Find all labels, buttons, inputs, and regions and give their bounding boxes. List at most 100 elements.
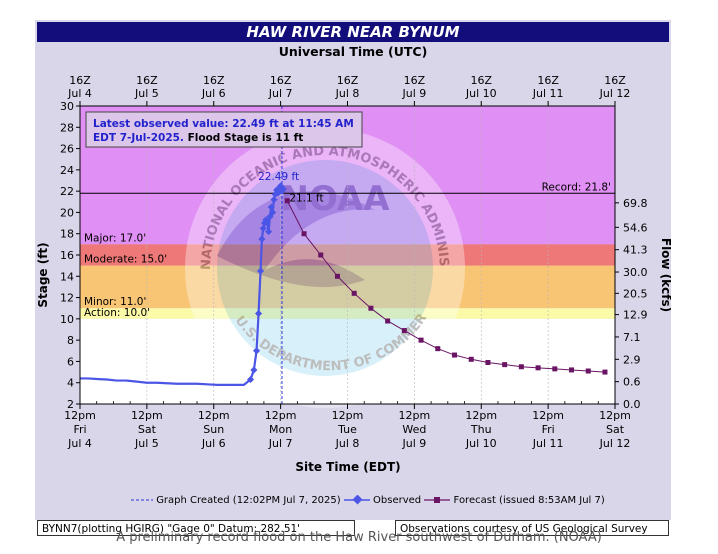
flow-tick-label: 2.9 — [623, 353, 641, 366]
forecast-point — [518, 364, 524, 370]
band-label-major: Major: 17.0' — [84, 232, 146, 244]
footer-datum: BYNN7(plotting HGIRG) "Gage 0" Datum: 28… — [37, 520, 355, 536]
y-tick-label: 4 — [67, 377, 74, 390]
observed-point — [279, 185, 287, 193]
observed-point — [259, 224, 267, 232]
band-action — [80, 308, 615, 319]
x-tick-weekday: Sat — [138, 423, 157, 436]
observed-point — [270, 196, 278, 204]
x-tick-weekday: Sun — [203, 423, 224, 436]
y-tick-label: 10 — [60, 313, 74, 326]
info-box-date: EDT 7-Jul-2025. — [93, 132, 184, 144]
y-tick-label: 12 — [60, 292, 74, 305]
y-axis-title: Stage (ft) — [36, 242, 50, 307]
forecast-point — [435, 346, 441, 352]
forecast-point — [318, 252, 324, 258]
data-series — [80, 182, 608, 386]
forecast-point — [284, 198, 290, 204]
x-tick-date: Jul 5 — [134, 437, 159, 450]
top-axis-title: Universal Time (UTC) — [279, 44, 428, 59]
top-tick-utc: 16Z — [604, 74, 626, 87]
observed-point — [269, 208, 277, 216]
top-tick-utc: 16Z — [404, 74, 426, 87]
record-label: Record: 21.8' — [542, 181, 611, 193]
observed-point — [253, 347, 261, 355]
x-tick-date: Jul 4 — [67, 437, 92, 450]
caption: A preliminary record flood on the Haw Ri… — [116, 530, 602, 545]
band-normal — [80, 318, 615, 404]
x-axis-title: Site Time (EDT) — [295, 460, 400, 474]
x-tick-date: Jul 11 — [532, 437, 564, 450]
x-tick-date: Jul 10 — [465, 437, 497, 450]
forecast-point — [585, 368, 591, 374]
band-label-action: Action: 10.0' — [84, 307, 150, 319]
y-tick-label: 22 — [60, 185, 74, 198]
forecast-point — [385, 318, 391, 324]
flow-tick-label: 7.1 — [623, 331, 641, 344]
forecast-point — [552, 366, 558, 372]
observed-swatch — [343, 494, 370, 505]
top-tick-date: Jul 5 — [134, 87, 159, 100]
y-tick-label: 14 — [60, 270, 74, 283]
observed-point — [257, 267, 265, 275]
forecast-point — [418, 337, 424, 343]
x-tick-weekday: Mon — [269, 423, 292, 436]
info-box-line2: EDT 7-Jul-2025. Flood Stage is 11 ft — [93, 132, 303, 144]
y-tick-label: 2 — [67, 398, 74, 411]
x-tick-weekday: Wed — [402, 423, 426, 436]
x-tick-time: 12pm — [532, 409, 564, 422]
watermark-bird — [217, 191, 375, 288]
top-tick-date: Jul 12 — [599, 87, 631, 100]
top-tick-date: Jul 8 — [335, 87, 360, 100]
y-tick-label: 24 — [60, 164, 74, 177]
forecast-point — [368, 305, 374, 311]
info-box-frame — [85, 111, 363, 148]
forecast-peak-label: 21.1 ft — [289, 193, 323, 205]
observed-point — [258, 235, 266, 243]
chart-panel: HAW RIVER NEAR BYNUM Universal Time (UTC… — [35, 20, 671, 536]
forecast-point — [569, 367, 575, 373]
top-tick-date: Jul 11 — [532, 87, 564, 100]
y-tick-label: 16 — [60, 249, 74, 262]
x-tick-weekday: Thu — [470, 423, 492, 436]
x-tick-time: 12pm — [265, 409, 297, 422]
top-tick-date: Jul 7 — [268, 87, 293, 100]
observed-point — [255, 310, 263, 318]
forecast-point — [334, 273, 340, 279]
hydrograph-chart: HAW RIVER NEAR BYNUM Universal Time (UTC… — [35, 20, 671, 474]
top-tick-utc: 16Z — [337, 74, 359, 87]
top-tick-utc: 16Z — [136, 74, 158, 87]
x-tick-date: Jul 6 — [201, 437, 226, 450]
legend-forecast: Forecast (issued 8:53AM Jul 7) — [453, 495, 605, 506]
forecast-point — [452, 352, 457, 358]
forecast-point — [401, 328, 407, 334]
y-tick-label: 28 — [60, 121, 74, 134]
x-tick-time: 12pm — [64, 409, 96, 422]
info-box-flood-stage: Flood Stage is 11 ft — [184, 132, 303, 144]
observed-point — [250, 366, 258, 374]
y-tick-label: 6 — [67, 355, 74, 368]
title-bar — [37, 22, 669, 42]
flow-tick-label: 12.9 — [623, 309, 648, 322]
top-tick-utc: 16Z — [537, 74, 559, 87]
observed-peak-label: 22.49 ft — [258, 171, 299, 183]
x-tick-time: 12pm — [332, 409, 364, 422]
top-tick-utc: 16Z — [203, 74, 225, 87]
x-tick-date: Jul 12 — [599, 437, 631, 450]
x-tick-weekday: Fri — [542, 423, 555, 436]
x-tick-date: Jul 9 — [401, 437, 426, 450]
x-tick-weekday: Fri — [73, 423, 86, 436]
band-label-minor: Minor: 11.0' — [84, 296, 146, 308]
x-tick-weekday: Tue — [337, 423, 357, 436]
chart-title: HAW RIVER NEAR BYNUM — [246, 23, 459, 41]
top-tick-date: Jul 10 — [465, 87, 497, 100]
forecast-line — [286, 200, 606, 373]
flow-tick-label: 20.5 — [623, 287, 648, 300]
flow-tick-label: 30.0 — [623, 266, 648, 279]
observed-point — [263, 219, 271, 227]
graph-created-swatch — [131, 499, 153, 501]
forecast-point — [485, 359, 491, 365]
annotations: Major: 17.0' Moderate: 15.0' Minor: 11.0'A… — [84, 171, 611, 319]
flow-tick-label: 0.6 — [623, 376, 641, 389]
